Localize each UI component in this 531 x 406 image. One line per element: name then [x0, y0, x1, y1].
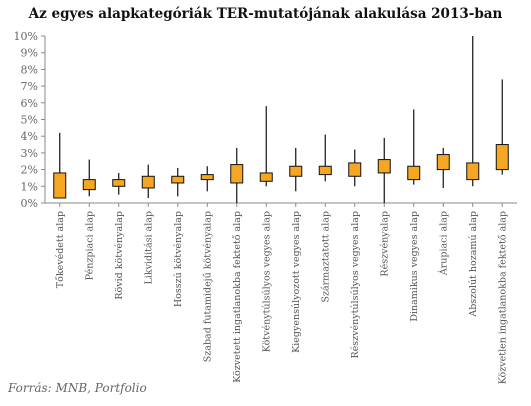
- category-label: Kötvénytúlsúlyos vegyes alap: [261, 211, 272, 352]
- source-note: Forrás: MNB, Portfolio: [8, 381, 147, 395]
- y-tick-label: 0%: [21, 197, 38, 210]
- box: [171, 175, 185, 184]
- category-label: Hosszú kötvényalap: [173, 211, 184, 307]
- box: [141, 175, 155, 189]
- y-tick-label: 4%: [21, 130, 38, 143]
- category-label: Közvetett ingatlanokba fektető alap: [232, 211, 243, 383]
- y-tick-label: 7%: [21, 80, 38, 93]
- y-tick-label: 1%: [21, 180, 38, 193]
- category-label: Rövid kötvényalap: [114, 211, 125, 300]
- category-labels: Tőkevédett alap Pénzpiaci alap Rövid kötvé…: [55, 203, 508, 384]
- box: [230, 164, 244, 184]
- box: [407, 165, 421, 181]
- box: [495, 144, 509, 171]
- box: [289, 165, 303, 177]
- category-label: Közvetlen ingatlanokba fektető alap: [497, 211, 508, 384]
- y-tick-label: 10%: [14, 30, 38, 43]
- box: [318, 165, 332, 176]
- category-label: Tőkevédett alap: [55, 211, 66, 288]
- category-label: Likviditási alap: [143, 211, 154, 285]
- y-tick-label: 3%: [21, 147, 38, 160]
- category-label: Kiegyensúlyozott vegyes alap: [291, 211, 302, 353]
- category-label: Szabad futamidejű kötvényalap: [202, 211, 213, 362]
- category-label: Abszolút hozamú alap: [468, 211, 479, 318]
- box: [348, 162, 362, 177]
- box: [82, 179, 96, 191]
- box: [436, 154, 450, 171]
- y-tick-label: 6%: [21, 97, 38, 110]
- y-tick-label: 2%: [21, 164, 38, 177]
- chart-title: Az egyes alapkategóriák TER-mutatójának …: [28, 6, 503, 22]
- axes: [44, 36, 517, 204]
- box-plot-marks: [53, 36, 509, 203]
- box: [53, 172, 67, 199]
- box: [377, 159, 391, 174]
- y-tick-label: 9%: [21, 47, 38, 60]
- box: [112, 179, 126, 187]
- box: [200, 174, 214, 181]
- y-tick-label: 8%: [21, 63, 38, 76]
- category-label: Részvényalap: [379, 211, 390, 277]
- box: [466, 162, 480, 181]
- box: [259, 172, 273, 182]
- y-tick-label: 5%: [21, 114, 38, 127]
- category-label: Részvénytúlsúlyos vegyes alap: [350, 211, 361, 359]
- category-label: Származtatott alap: [320, 211, 331, 303]
- category-label: Árupiaci alap: [437, 211, 449, 276]
- category-label: Pénzpiaci alap: [84, 211, 95, 280]
- category-label: Dinamikus vegyes alap: [409, 211, 420, 322]
- y-tick-labels: 0% 1% 2% 3% 4% 5% 6% 7% 8% 9% 10%: [14, 30, 45, 210]
